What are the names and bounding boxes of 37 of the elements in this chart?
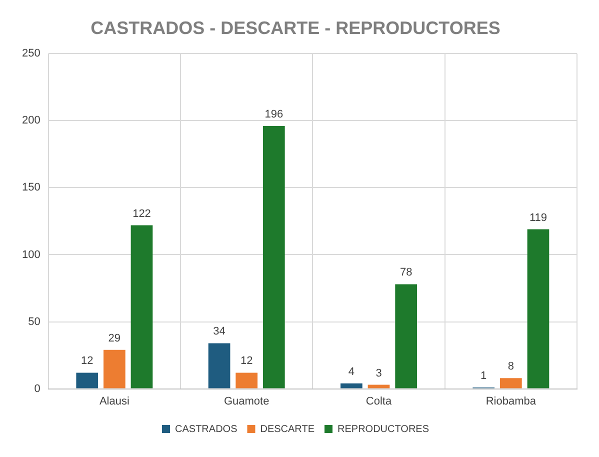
data-label: 12 (80, 355, 94, 368)
y-tick-label: 50 (28, 316, 40, 328)
y-tick-label: 200 (22, 114, 40, 127)
bar (104, 350, 126, 388)
bar (130, 225, 153, 388)
bar (208, 343, 230, 388)
chart-title: CASTRADOS - DESCARTE - REPRODUCTORES (90, 18, 500, 38)
data-label: 8 (508, 360, 514, 373)
data-label: 119 (529, 212, 548, 224)
data-label: 29 (108, 332, 121, 344)
data-label: 4 (348, 366, 355, 378)
y-tick-label: 0 (34, 382, 40, 395)
bar (340, 383, 362, 388)
y-tick-label: 150 (22, 182, 40, 194)
x-tick-label: Colta (366, 395, 392, 408)
y-tick-label: 100 (22, 248, 40, 261)
bar (262, 126, 285, 388)
x-tick-label: Riobamba (486, 395, 537, 408)
bar (500, 378, 522, 388)
bar (395, 284, 417, 388)
x-tick-label: Guamote (224, 395, 270, 408)
bar (368, 384, 390, 388)
data-label: 34 (213, 326, 226, 338)
legend-label: REPRODUCTORES (338, 424, 430, 435)
bar (527, 229, 550, 388)
legend-label: DESCARTE (260, 424, 315, 435)
data-label: 1 (480, 370, 487, 382)
data-label: 196 (264, 108, 284, 121)
bar (76, 372, 98, 388)
legend-label: CASTRADOS (175, 424, 238, 435)
data-label: 3 (376, 367, 382, 380)
data-label: 122 (132, 208, 151, 220)
data-label: 78 (400, 266, 412, 279)
bar (236, 372, 258, 388)
y-tick-label: 250 (22, 48, 40, 60)
x-tick-label: Alausi (99, 395, 130, 408)
data-label: 12 (240, 355, 253, 368)
